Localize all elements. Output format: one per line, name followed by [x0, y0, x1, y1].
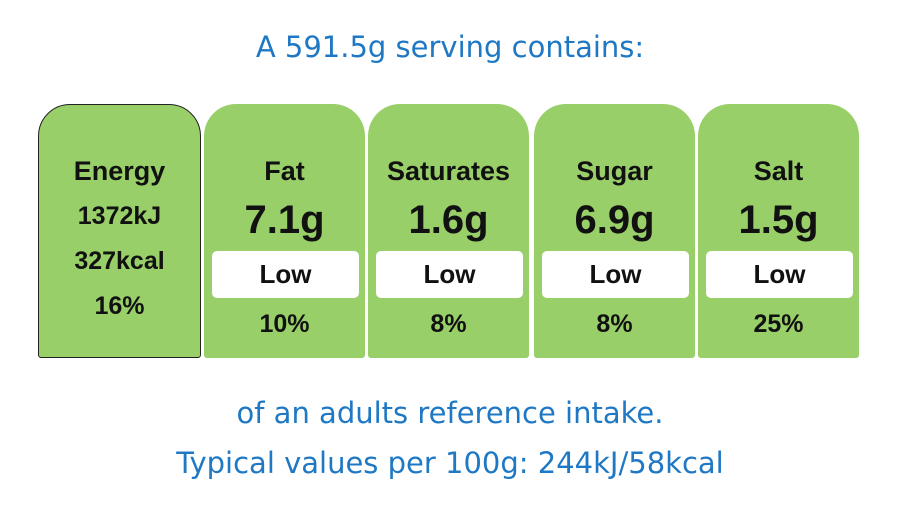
typical-values-note: Typical values per 100g: 244kJ/58kcal: [176, 446, 724, 480]
sugar-level-badge: Low: [542, 251, 689, 298]
fat-percent: 10%: [259, 310, 310, 338]
salt-percent: 25%: [753, 310, 804, 338]
energy-card: Energy 1372kJ 327kcal 16%: [38, 104, 201, 358]
serving-heading: A 591.5g serving contains:: [255, 30, 645, 64]
saturates-level-badge: Low: [376, 251, 523, 298]
sugar-title: Sugar: [576, 156, 653, 186]
saturates-card: Saturates 1.6g Low 8%: [368, 104, 529, 358]
saturates-percent: 8%: [430, 310, 467, 338]
fat-value: 7.1g: [244, 198, 325, 242]
reference-intake-note: of an adults reference intake.: [236, 396, 664, 430]
fat-title: Fat: [264, 156, 305, 186]
fat-card: Fat 7.1g Low 10%: [204, 104, 365, 358]
salt-level-badge: Low: [706, 251, 853, 298]
energy-percent: 16%: [94, 292, 145, 320]
sugar-value: 6.9g: [574, 198, 655, 242]
energy-title: Energy: [73, 156, 166, 186]
energy-kj: 1372kJ: [77, 202, 162, 230]
salt-card: Salt 1.5g Low 25%: [698, 104, 859, 358]
fat-level-badge: Low: [212, 251, 359, 298]
salt-value: 1.5g: [738, 198, 819, 242]
saturates-title: Saturates: [386, 156, 511, 186]
sugar-card: Sugar 6.9g Low 8%: [534, 104, 695, 358]
sugar-percent: 8%: [596, 310, 633, 338]
energy-kcal: 327kcal: [74, 247, 165, 275]
salt-title: Salt: [753, 156, 804, 186]
saturates-value: 1.6g: [408, 198, 489, 242]
